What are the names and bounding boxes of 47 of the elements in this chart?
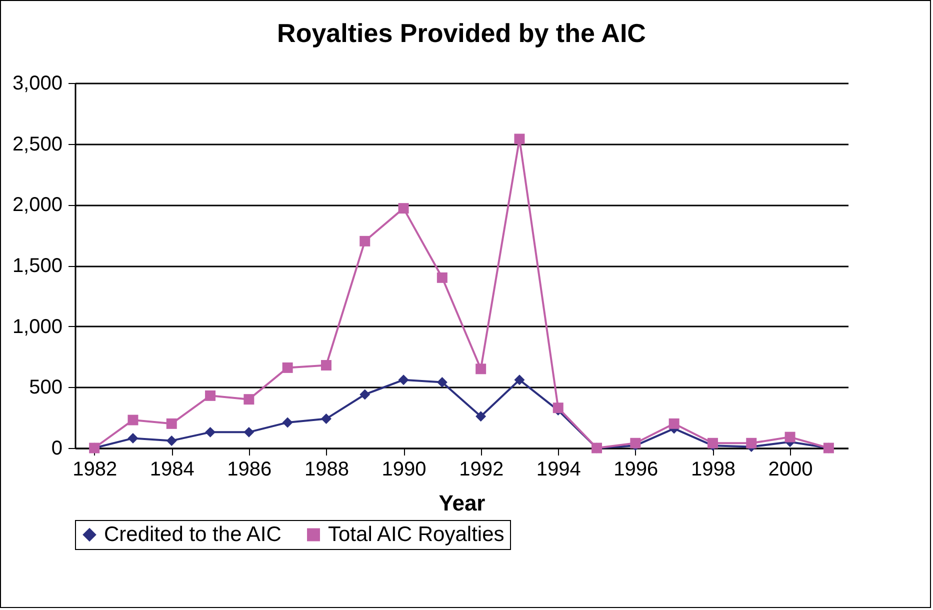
point <box>320 414 332 424</box>
point <box>514 134 525 144</box>
point <box>476 364 486 374</box>
point <box>360 389 370 400</box>
point <box>360 236 370 246</box>
point <box>166 435 177 446</box>
y-tick-label: 2,000 <box>12 194 62 216</box>
point <box>282 417 293 428</box>
point <box>436 377 448 388</box>
y-tick-label: 1,000 <box>12 316 62 338</box>
point <box>514 374 525 386</box>
point <box>436 272 448 283</box>
y-tick-label: 1,500 <box>12 255 62 277</box>
x-tick-label: 1992 <box>459 458 504 480</box>
y-tick-label: 500 <box>29 376 62 399</box>
y-tick-label: 2,500 <box>12 133 62 156</box>
legend-label: Total AIC Royalties <box>328 522 504 546</box>
x-tick-label: 1990 <box>382 458 426 480</box>
point <box>244 394 254 405</box>
x-tick-label: 2000 <box>768 458 813 480</box>
point <box>398 374 409 386</box>
point <box>205 426 216 438</box>
point <box>128 433 138 444</box>
x-tick-label: 1994 <box>536 458 581 480</box>
point <box>476 411 486 422</box>
point <box>244 426 254 438</box>
x-tick-label: 1998 <box>690 458 736 480</box>
point <box>166 418 177 429</box>
point <box>668 418 680 429</box>
legend-label: Credited to the AIC <box>104 522 282 546</box>
point <box>320 360 332 371</box>
x-axis-title: Year <box>438 490 486 516</box>
point <box>784 432 796 442</box>
x-tick-label: 1996 <box>614 458 658 480</box>
x-tick-label: 1984 <box>150 458 194 480</box>
point <box>282 362 293 373</box>
x-tick-label: 1986 <box>227 458 272 480</box>
point <box>746 438 757 448</box>
point <box>398 203 409 214</box>
y-tick-label: 0 <box>51 438 62 460</box>
x-tick-label: 1982 <box>72 458 118 480</box>
point <box>205 390 216 401</box>
point <box>128 414 138 426</box>
chart-title: Royalties Provided by the AIC <box>277 18 646 48</box>
point <box>552 402 564 414</box>
x-tick-label: 1988 <box>304 458 349 480</box>
y-tick-label: 3,000 <box>12 72 62 94</box>
